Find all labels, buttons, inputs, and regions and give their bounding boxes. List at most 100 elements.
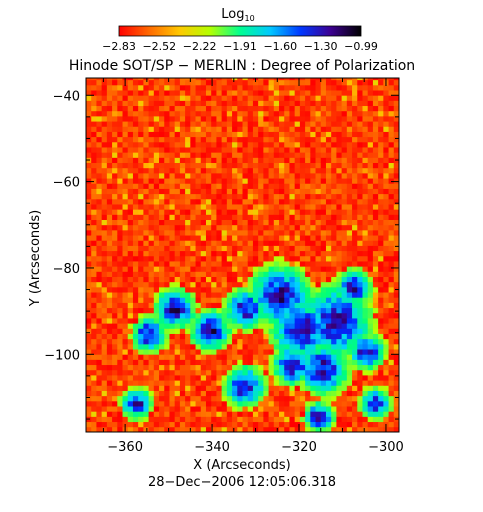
heatmap-cell: [127, 79, 134, 86]
heatmap-cell: [200, 84, 207, 91]
heatmap-cell: [279, 302, 285, 309]
heatmap-cell: [299, 105, 306, 112]
heatmap-cell: [112, 421, 118, 428]
heatmap-cell: [200, 266, 207, 272]
heatmap-cell: [91, 286, 97, 293]
heatmap-cell: [299, 229, 306, 236]
heatmap-cell: [352, 323, 358, 329]
heatmap-cell: [200, 323, 207, 329]
heatmap-cell: [362, 323, 369, 329]
heatmap-cell: [237, 172, 243, 179]
heatmap-cell: [127, 136, 134, 143]
heatmap-cell: [247, 271, 254, 277]
heatmap-cell: [299, 385, 306, 391]
heatmap-cell: [362, 359, 369, 366]
heatmap-cell: [205, 240, 212, 246]
heatmap-cell: [143, 323, 149, 329]
heatmap-cell: [132, 172, 139, 179]
heatmap-cell: [372, 157, 379, 164]
heatmap-cell: [174, 261, 181, 267]
heatmap-cell: [279, 411, 285, 417]
heatmap-cell: [164, 183, 170, 189]
heatmap-cell: [127, 359, 134, 366]
heatmap-cell: [305, 411, 311, 417]
heatmap-cell: [132, 426, 139, 432]
heatmap-cell: [372, 105, 379, 112]
heatmap-cell: [320, 406, 327, 412]
heatmap-cell: [325, 261, 332, 267]
heatmap-cell: [294, 390, 301, 397]
heatmap-cell: [362, 292, 369, 298]
heatmap-cell: [153, 359, 160, 366]
heatmap-cell: [112, 406, 118, 412]
heatmap-cell: [378, 250, 384, 257]
heatmap-cell: [164, 349, 170, 355]
heatmap-cell: [331, 110, 337, 117]
heatmap-cell: [273, 286, 280, 293]
heatmap-cell: [190, 105, 196, 112]
heatmap-cell: [252, 302, 259, 309]
heatmap-cell: [101, 121, 108, 127]
heatmap-cell: [341, 78, 348, 81]
heatmap-cell: [117, 349, 123, 355]
heatmap-cell: [226, 209, 233, 215]
heatmap-cell: [185, 105, 191, 112]
heatmap-cell: [211, 209, 217, 215]
heatmap-cell: [226, 224, 233, 231]
heatmap-cell: [336, 359, 343, 366]
heatmap-cell: [341, 359, 348, 366]
heatmap-cell: [336, 193, 343, 200]
heatmap-cell: [195, 266, 202, 272]
heatmap-cell: [122, 255, 129, 262]
heatmap-cell: [367, 276, 374, 283]
heatmap-cell: [320, 167, 327, 174]
heatmap-cell: [341, 349, 348, 355]
heatmap-cell: [310, 224, 316, 231]
heatmap-cell: [96, 110, 103, 117]
heatmap-cell: [294, 152, 301, 158]
heatmap-cell: [279, 224, 285, 231]
heatmap-cell: [352, 255, 358, 262]
heatmap-cell: [263, 411, 269, 417]
heatmap-cell: [247, 318, 254, 324]
heatmap-cell: [164, 162, 170, 169]
heatmap-cell: [315, 245, 322, 252]
heatmap-cell: [320, 172, 327, 179]
heatmap-cell: [91, 307, 97, 314]
heatmap-cell: [205, 90, 212, 96]
heatmap-cell: [367, 178, 374, 184]
heatmap-cell: [393, 359, 399, 366]
heatmap-cell: [357, 261, 363, 267]
heatmap-cell: [378, 333, 384, 340]
heatmap-cell: [372, 318, 379, 324]
heatmap-cell: [86, 84, 92, 91]
heatmap-cell: [393, 147, 399, 153]
heatmap-cell: [284, 131, 290, 138]
heatmap-cell: [352, 307, 358, 314]
heatmap-cell: [153, 131, 160, 138]
heatmap-cell: [159, 364, 165, 371]
heatmap-cell: [112, 95, 118, 101]
heatmap-cell: [294, 281, 301, 288]
heatmap-cell: [299, 136, 306, 143]
heatmap-cell: [237, 90, 243, 96]
heatmap-cell: [299, 147, 306, 153]
heatmap-cell: [211, 385, 217, 391]
heatmap-cell: [117, 162, 123, 169]
heatmap-cell: [315, 385, 322, 391]
heatmap-cell: [138, 79, 144, 86]
heatmap-cell: [91, 390, 97, 397]
heatmap-cell: [211, 162, 217, 169]
heatmap-cell: [127, 406, 134, 412]
heatmap-cell: [273, 178, 280, 184]
heatmap-cell: [226, 426, 233, 432]
heatmap-cell: [294, 292, 301, 298]
heatmap-cell: [331, 219, 337, 226]
heatmap-cell: [372, 209, 379, 215]
heatmap-cell: [383, 100, 389, 107]
heatmap-cell: [132, 266, 139, 272]
heatmap-cell: [299, 240, 306, 246]
heatmap-cell: [91, 292, 97, 298]
heatmap-cell: [284, 364, 290, 371]
heatmap-cell: [372, 307, 379, 314]
